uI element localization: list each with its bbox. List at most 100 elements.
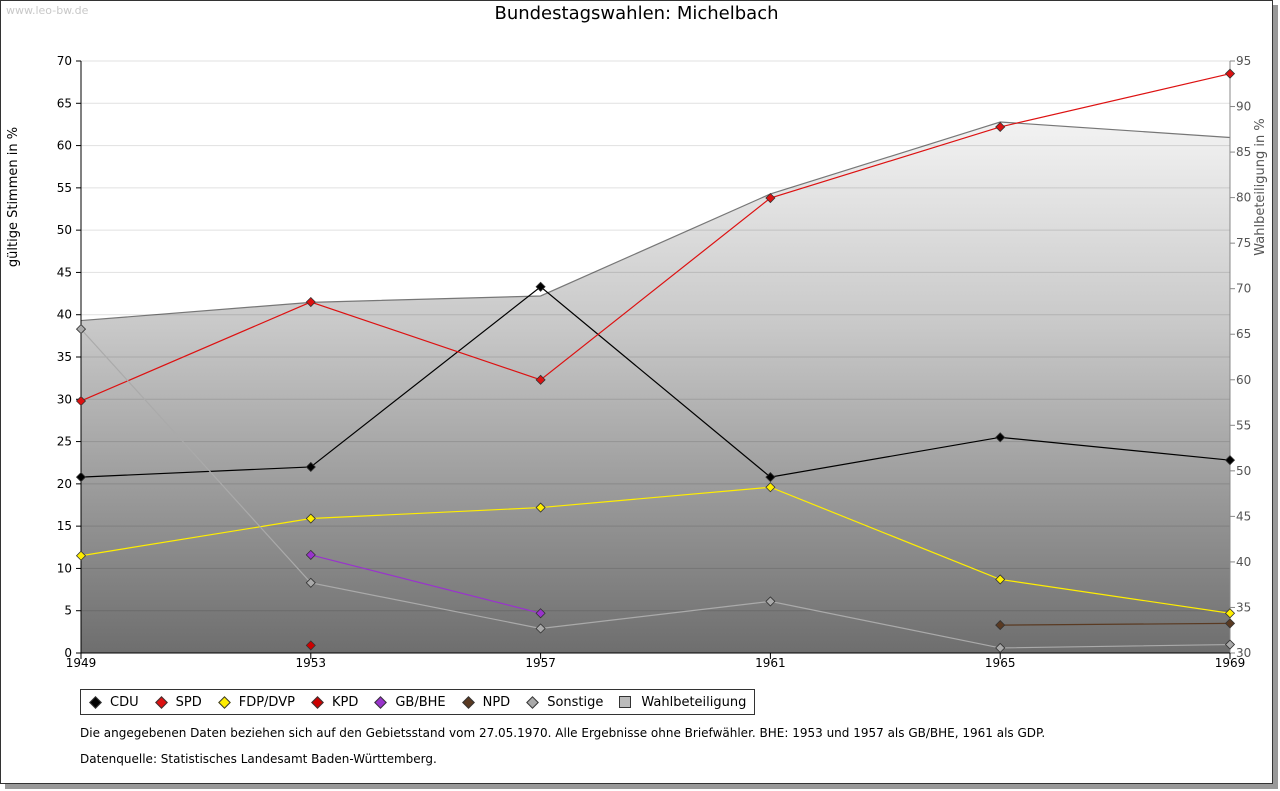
y-tick-label-25: 25 (57, 435, 72, 449)
note-datenquelle: Datenquelle: Statistisches Landesamt Bad… (80, 752, 437, 766)
series-line-fdp-dvp (80, 486, 1231, 614)
point-fdp-dvp-1953 (305, 513, 316, 524)
y-right-tick-label-60: 60 (1236, 373, 1251, 387)
point-cdu-1965 (995, 432, 1006, 443)
y-tick-label-20: 20 (57, 477, 72, 491)
point-fdp-dvp-1949 (75, 550, 87, 561)
legend-label: FDP/DVP (238, 694, 295, 710)
x-tick-label-1961: 1961 (755, 656, 786, 670)
legend-marker-fdp-dvp (217, 695, 231, 709)
point-spd-1957 (535, 374, 546, 385)
point-spd-1961 (765, 192, 776, 204)
point-gb-bhe-1957 (535, 608, 546, 619)
legend-item-sonstige: Sonstige (524, 695, 603, 710)
series-line-spd (80, 73, 1231, 402)
point-cdu-1953 (305, 461, 316, 473)
y-tick-label-35: 35 (57, 350, 72, 364)
y-right-tick-label-70: 70 (1236, 282, 1251, 296)
x-tick-label-1949: 1949 (66, 656, 97, 670)
legend-marker-spd (154, 695, 168, 709)
y-tick-label-40: 40 (57, 308, 72, 322)
y-tick-label-65: 65 (57, 96, 72, 110)
y-right-tick-label-75: 75 (1236, 236, 1251, 250)
point-gb-bhe-1953 (305, 549, 316, 560)
point-spd-1949 (75, 395, 87, 407)
y-right-tick-label-45: 45 (1236, 509, 1251, 523)
y-tick-label-10: 10 (57, 561, 72, 575)
series-line-cdu (80, 286, 1231, 478)
legend-label: NPD (482, 694, 511, 710)
point-npd-1969 (1224, 618, 1236, 629)
watermark: www.leo-bw.de (6, 4, 89, 17)
chart-title: Bundestagswahlen: Michelbach (494, 3, 779, 24)
note-gebietsstand: Die angegebenen Daten beziehen sich auf … (80, 726, 1046, 740)
x-tick-label-1969: 1969 (1215, 656, 1246, 670)
point-kpd-1953 (305, 640, 316, 651)
legend-item-kpd: KPD (309, 695, 358, 710)
y-tick-label-55: 55 (57, 181, 72, 195)
point-fdp-dvp-1965 (995, 574, 1006, 585)
legend: CDU SPD FDP/DVP KPD GB/BHE NPD Sonstige Wahlbet… (80, 689, 756, 715)
turnout-area (81, 122, 1230, 653)
legend-item-spd: SPD (153, 695, 202, 710)
y-tick-label-5: 5 (64, 604, 72, 618)
point-cdu-1949 (75, 472, 87, 483)
point-sonstige-1965 (995, 642, 1006, 653)
y-tick-label-0: 0 (64, 646, 72, 660)
legend-marker-cdu (89, 695, 102, 709)
point-spd-1953 (305, 296, 316, 308)
x-tick-label-1953: 1953 (296, 656, 327, 670)
series-line-npd (1000, 622, 1231, 626)
point-sonstige-1969 (1224, 639, 1236, 650)
y-tick-label-50: 50 (57, 223, 72, 237)
y-right-tick-label-95: 95 (1236, 54, 1251, 68)
y-right-tick-label-50: 50 (1236, 464, 1251, 478)
turnout-line (80, 121, 1231, 322)
point-cdu-1969 (1224, 455, 1236, 466)
y-right-tick-label-55: 55 (1236, 418, 1251, 432)
y-axis-title: gültige Stimmen in % (6, 127, 21, 267)
legend-marker-wahlbeteiligung (619, 696, 632, 708)
legend-label: CDU (110, 694, 139, 710)
y-right-tick-label-85: 85 (1236, 145, 1251, 159)
legend-label: Wahlbeteiligung (641, 694, 747, 710)
legend-marker-sonstige (526, 695, 540, 709)
legend-marker-npd (461, 695, 475, 709)
point-npd-1965 (995, 620, 1006, 631)
point-sonstige-1949 (75, 324, 87, 335)
y-right-tick-label-80: 80 (1236, 191, 1251, 205)
y-tick-label-15: 15 (57, 519, 72, 533)
legend-item-npd: NPD (460, 694, 511, 710)
y-tick-label-60: 60 (57, 139, 72, 153)
x-tick-label-1965: 1965 (985, 656, 1016, 670)
point-sonstige-1957 (535, 623, 546, 634)
y-right-tick-label-90: 90 (1236, 100, 1251, 114)
series-line-gb-bhe (310, 554, 541, 614)
legend-label: Sonstige (547, 694, 604, 710)
series-line-sonstige (80, 328, 1231, 649)
y-tick-label-45: 45 (57, 265, 72, 279)
legend-label: SPD (175, 694, 202, 710)
point-cdu-1957 (535, 281, 546, 292)
legend-item-fdp-dvp: FDP/DVP (216, 695, 295, 710)
chart: 0 5 10 15 20 25 30 35 40 45 50 55 60 65 70 30 35 40 45 50 55… (6, 54, 1268, 670)
legend-label: GB/BHE (395, 694, 446, 710)
legend-marker-gb-bhe (374, 695, 388, 709)
y-tick-label-70: 70 (57, 54, 72, 68)
y-right-tick-label-30: 30 (1236, 646, 1251, 660)
legend-item-wahlbeteiligung: Wahlbeteiligung (617, 695, 746, 710)
point-spd-1969 (1224, 68, 1236, 79)
legend-marker-kpd (311, 695, 324, 709)
point-cdu-1961 (765, 472, 776, 483)
y-right-tick-label-35: 35 (1236, 600, 1251, 614)
y-tick-label-30: 30 (57, 392, 72, 406)
y-right-tick-label-65: 65 (1236, 327, 1251, 341)
point-spd-1965 (995, 121, 1006, 133)
legend-label: KPD (331, 694, 359, 710)
point-sonstige-1961 (765, 596, 776, 607)
legend-item-gb-bhe: GB/BHE (372, 694, 446, 710)
y-axis-title-right: Wahlbeteiligung in % (1253, 118, 1268, 255)
x-tick-label-1957: 1957 (525, 656, 556, 670)
point-fdp-dvp-1957 (535, 502, 546, 513)
point-fdp-dvp-1961 (765, 482, 776, 493)
